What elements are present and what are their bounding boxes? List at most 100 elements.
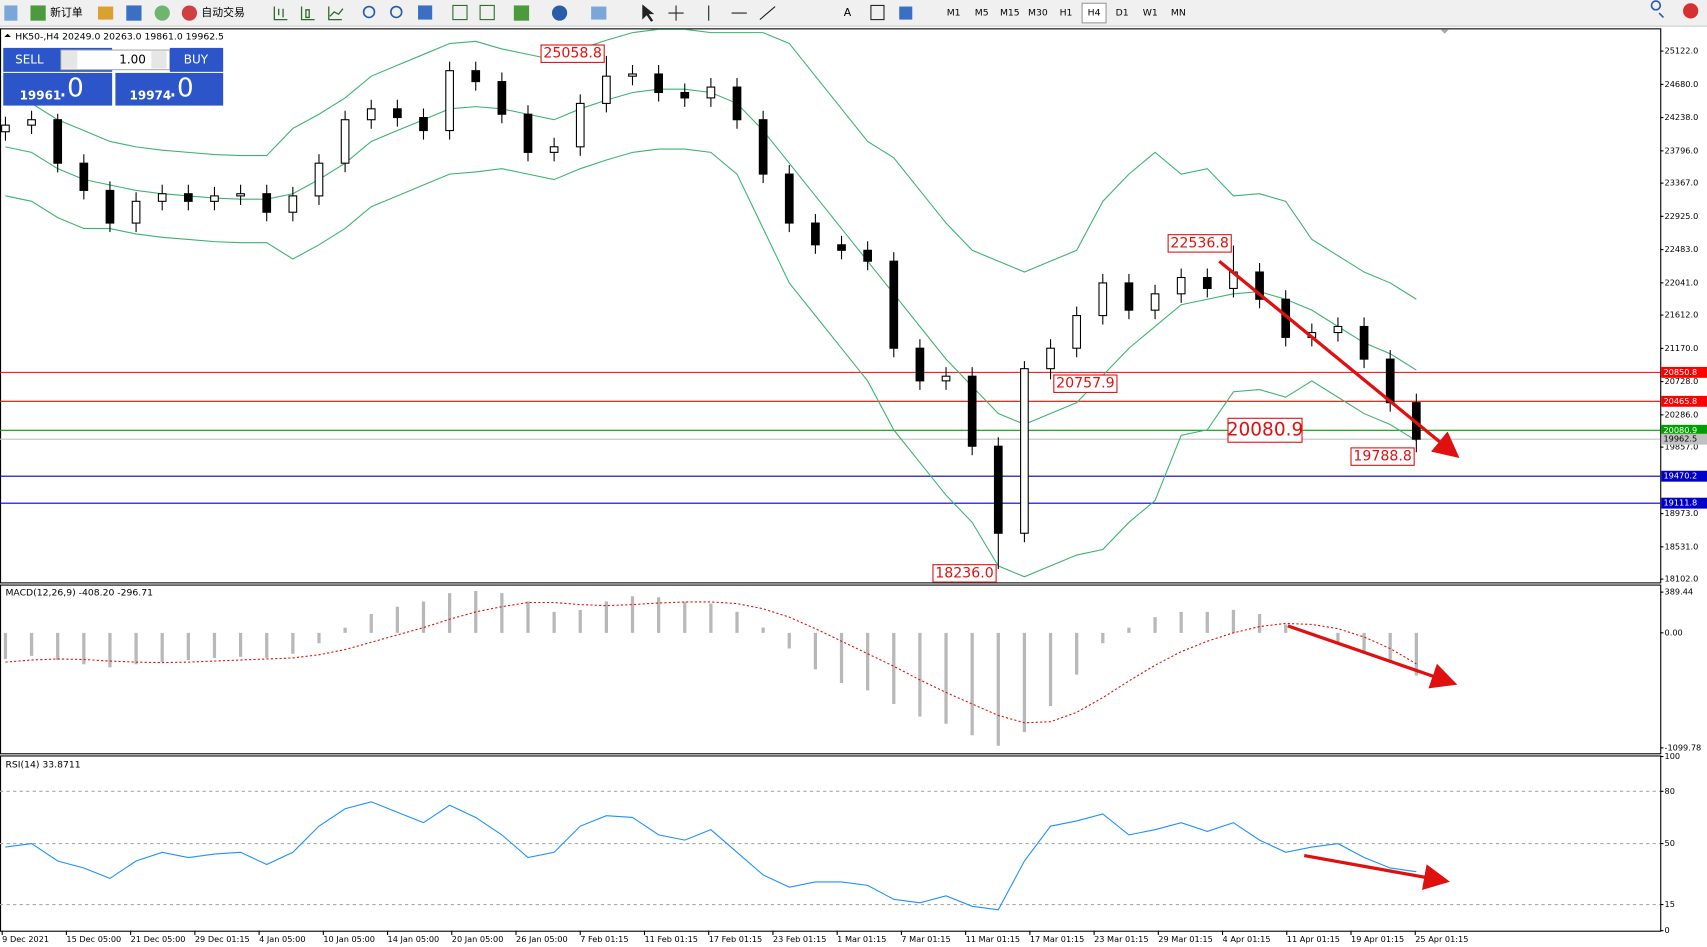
- new-order-button[interactable]: 新订单: [50, 5, 83, 19]
- x-tick-label: 26 Jan 05:00: [516, 934, 568, 944]
- x-tick-label: 29 Mar 01:15: [1158, 934, 1212, 944]
- timeframe-button[interactable]: H4: [1088, 8, 1101, 19]
- y-tick-label: 20728.0: [1665, 376, 1699, 386]
- label-tool[interactable]: [870, 4, 885, 21]
- price-label-box: [1053, 374, 1118, 393]
- candle-body: [393, 108, 402, 119]
- candle-body: [680, 91, 690, 99]
- y-tick-label: 23796.0: [1665, 145, 1699, 155]
- y-tick-label: 22041.0: [1665, 277, 1699, 287]
- timeframe-button[interactable]: M30: [1028, 8, 1048, 19]
- notification-badge[interactable]: [1683, 3, 1699, 19]
- price-level-tag: [1661, 470, 1707, 482]
- y-tick-label: 0: [1665, 925, 1670, 935]
- main-panel: [0, 28, 1662, 584]
- y-tick-label: 24238.0: [1665, 112, 1699, 122]
- toolbar: [0, 0, 1707, 27]
- candle-body: [262, 193, 272, 213]
- lots-value[interactable]: 1.00: [119, 52, 146, 66]
- arrows-tool[interactable]: [899, 6, 913, 20]
- price-label: 22536.8: [1170, 235, 1228, 251]
- y-tick-label: -1099.78: [1665, 742, 1702, 752]
- x-tick-label: 23 Feb 01:15: [773, 934, 827, 944]
- candle-body: [1124, 282, 1134, 311]
- y-tick-label: 80: [1665, 786, 1675, 796]
- price-label-box: [1350, 447, 1415, 466]
- buy-label[interactable]: BUY: [184, 52, 209, 66]
- tool-icon[interactable]: [4, 5, 18, 21]
- price-label: 25058.8: [543, 46, 601, 62]
- candle-body: [811, 222, 820, 246]
- y-tick-label: 100: [1665, 751, 1681, 761]
- price-level-tag: [1661, 366, 1707, 378]
- y-tick-label: 23367.0: [1665, 178, 1699, 188]
- timeframe-button[interactable]: H1: [1060, 8, 1073, 19]
- cursor-icon[interactable]: [642, 4, 655, 22]
- price-level-label: 20850.8: [1663, 367, 1697, 377]
- candle-body: [993, 445, 1003, 534]
- y-tick-label: 0.00: [1665, 627, 1683, 637]
- y-tick-label: 19857.0: [1665, 442, 1699, 452]
- text-tool[interactable]: A: [844, 6, 852, 19]
- new-order-icon[interactable]: [30, 5, 46, 21]
- bar-chart-icon[interactable]: [273, 6, 288, 21]
- x-tick-label: 7 Feb 01:15: [580, 934, 628, 944]
- timeframe-button[interactable]: M1: [947, 8, 961, 19]
- x-tick-label: 17 Mar 01:15: [1030, 934, 1084, 944]
- candle-body: [863, 249, 873, 262]
- search-icon[interactable]: [1650, 0, 1665, 18]
- candle-body: [732, 86, 742, 121]
- x-tick-label: 20 Jan 05:00: [452, 934, 504, 944]
- candle-body: [837, 244, 846, 251]
- bid-box[interactable]: [3, 72, 113, 106]
- auto-trade-button[interactable]: 自动交易: [201, 5, 245, 19]
- line-chart-icon[interactable]: [328, 6, 344, 21]
- rsi-title: RSI(14) 33.8711: [5, 760, 80, 771]
- candle-body: [915, 347, 925, 382]
- price-level-tag: [1661, 497, 1707, 509]
- auto-trade-icon[interactable]: [181, 5, 198, 21]
- ask-box[interactable]: [115, 72, 224, 106]
- x-tick-label: 29 Dec 01:15: [195, 934, 250, 944]
- candle-body: [549, 146, 559, 153]
- sell-label[interactable]: SELL: [15, 52, 44, 66]
- tile-icon[interactable]: [418, 5, 433, 20]
- y-tick-label: 22483.0: [1665, 244, 1699, 254]
- tool-icon[interactable]: [97, 6, 114, 20]
- line-tools[interactable]: [708, 5, 776, 21]
- candle-body: [183, 193, 193, 202]
- candle-body: [210, 195, 219, 202]
- timeframe-button[interactable]: W1: [1143, 8, 1158, 19]
- y-tick-label: 50: [1665, 838, 1675, 848]
- timeframe-button[interactable]: M5: [975, 8, 989, 19]
- candle-body: [1255, 271, 1264, 300]
- buy-button[interactable]: [169, 47, 224, 72]
- x-tick-label: 11 Feb 01:15: [644, 934, 698, 944]
- x-tick-label: 19 Apr 01:15: [1351, 934, 1404, 944]
- candle-body: [53, 119, 63, 164]
- y-tick-label: 389.44: [1665, 587, 1694, 597]
- indicators-icon[interactable]: [513, 5, 530, 21]
- timeframe-button[interactable]: MN: [1171, 8, 1186, 19]
- candle-chart-icon[interactable]: [300, 6, 315, 21]
- candle-body: [366, 108, 376, 121]
- tool-icon[interactable]: [126, 5, 142, 21]
- candle-body: [445, 70, 454, 132]
- scroll-icon[interactable]: [452, 4, 468, 21]
- candle-body: [27, 119, 36, 126]
- candle-body: [654, 73, 663, 94]
- zoom-out-icon[interactable]: [390, 5, 403, 19]
- timeframe-active: [1081, 2, 1107, 24]
- periods-icon[interactable]: [551, 5, 568, 21]
- candle-body: [1098, 282, 1108, 317]
- templates-icon[interactable]: [591, 6, 607, 20]
- shift-icon[interactable]: [479, 4, 495, 21]
- timeframe-button[interactable]: M15: [1000, 8, 1020, 19]
- timeframe-button[interactable]: D1: [1116, 8, 1129, 19]
- tool-icon[interactable]: [154, 5, 170, 21]
- crosshair-icon[interactable]: [668, 5, 684, 21]
- zoom-in-icon[interactable]: [362, 5, 376, 19]
- x-tick-label: 17 Feb 01:15: [709, 934, 763, 944]
- candle-body: [1046, 347, 1055, 370]
- trend-arrow: [1218, 259, 1460, 459]
